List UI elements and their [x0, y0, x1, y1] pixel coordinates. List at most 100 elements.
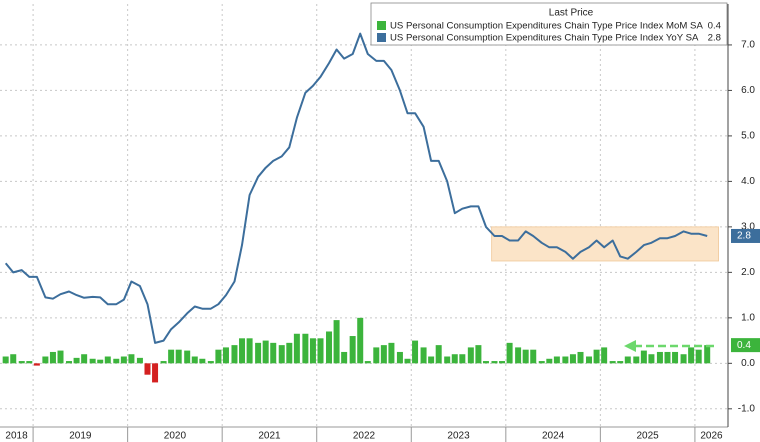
legend-box: [370, 2, 728, 46]
bar: [640, 350, 647, 364]
bar: [97, 359, 104, 364]
bar: [136, 357, 143, 364]
bar: [648, 354, 655, 364]
x-tick-label: 2025: [637, 431, 660, 442]
bar: [380, 345, 387, 364]
bar: [593, 349, 600, 364]
bar: [506, 342, 513, 364]
legend-label: US Personal Consumption Expenditures Cha…: [390, 33, 699, 44]
bar: [695, 349, 702, 364]
bar: [388, 342, 395, 364]
bar: [10, 354, 17, 364]
bar: [467, 347, 474, 364]
bar: [515, 347, 522, 364]
y-tick-label: 5.0: [741, 131, 755, 142]
bar: [656, 351, 663, 364]
x-tick-label: 2018: [5, 431, 28, 442]
bar: [412, 340, 419, 364]
last-value-badge: [731, 338, 760, 353]
bar: [152, 363, 159, 383]
bar: [562, 356, 569, 364]
y-tick-label: 2.0: [741, 267, 755, 278]
bar: [2, 356, 9, 364]
bar: [49, 351, 56, 364]
bar: [104, 356, 111, 364]
bar: [81, 354, 88, 364]
y-tick-label: 4.0: [741, 176, 755, 187]
legend-value: 0.4: [708, 21, 722, 32]
last-value-badge: [731, 228, 760, 243]
y-tick-label: 3.0: [741, 222, 755, 233]
bar: [428, 356, 435, 364]
bar: [175, 349, 182, 364]
bar: [326, 331, 333, 364]
bar: [396, 351, 403, 364]
bar: [222, 347, 229, 364]
x-tick-label: 2026: [700, 431, 723, 442]
bar: [278, 345, 285, 364]
bar: [420, 347, 427, 364]
bar: [286, 342, 293, 364]
y-tick-label: 7.0: [741, 40, 755, 51]
bar: [89, 358, 96, 364]
bar: [601, 347, 608, 364]
bar: [364, 361, 371, 364]
bar: [120, 356, 127, 364]
bar: [499, 361, 506, 364]
bar: [262, 340, 269, 364]
bar: [309, 338, 316, 364]
legend-swatch: [377, 33, 386, 42]
bar: [577, 351, 584, 364]
bar: [341, 351, 348, 364]
bar: [184, 350, 191, 364]
bar: [704, 345, 711, 364]
bar: [357, 317, 364, 364]
bar: [26, 361, 33, 364]
bar: [373, 347, 380, 364]
bar: [113, 358, 120, 364]
bar: [609, 361, 616, 364]
x-tick-label: 2024: [542, 431, 565, 442]
bar: [680, 354, 687, 364]
x-tick-label: 2021: [258, 431, 281, 442]
last-value-label: 2.8: [737, 231, 751, 242]
bar: [207, 361, 214, 364]
bar: [270, 342, 277, 364]
bar: [435, 345, 442, 364]
bar: [215, 349, 222, 364]
legend-value: 2.8: [708, 33, 721, 44]
bar: [586, 356, 593, 364]
bar: [160, 361, 167, 364]
x-tick-label: 2023: [447, 431, 470, 442]
legend-label: US Personal Consumption Expenditures Cha…: [390, 21, 703, 32]
bar: [73, 357, 80, 364]
bar: [317, 338, 324, 364]
bar: [42, 356, 49, 364]
trend-arrow: [624, 340, 714, 352]
bar: [491, 361, 498, 364]
legend: Last Price US Personal Consumption Expend…: [370, 2, 728, 46]
bar: [459, 354, 466, 364]
y-tick-label: 1.0: [741, 312, 755, 323]
bar: [553, 356, 560, 364]
y-tick-label: -1.0: [738, 403, 756, 414]
bar: [475, 345, 482, 364]
legend-title: Last Price: [549, 8, 594, 19]
bar: [633, 356, 640, 364]
y-tick-label: 6.0: [741, 85, 755, 96]
bar: [624, 356, 631, 364]
y-tick-label: 0.0: [741, 358, 755, 369]
bar: [451, 354, 458, 364]
bar: [57, 350, 64, 364]
bar: [18, 361, 25, 364]
bar: [664, 351, 671, 364]
bar: [255, 342, 262, 364]
axes: -1.0 0.0 1.0 2.0 3.0 4.0 5.0 6.0 7.0 2018 2019 2020…: [0, 4, 760, 442]
bar: [333, 320, 340, 364]
bar: [444, 356, 451, 364]
bar: [231, 345, 238, 364]
bar: [522, 349, 529, 364]
arrow-head: [624, 340, 636, 352]
bar: [168, 349, 175, 364]
